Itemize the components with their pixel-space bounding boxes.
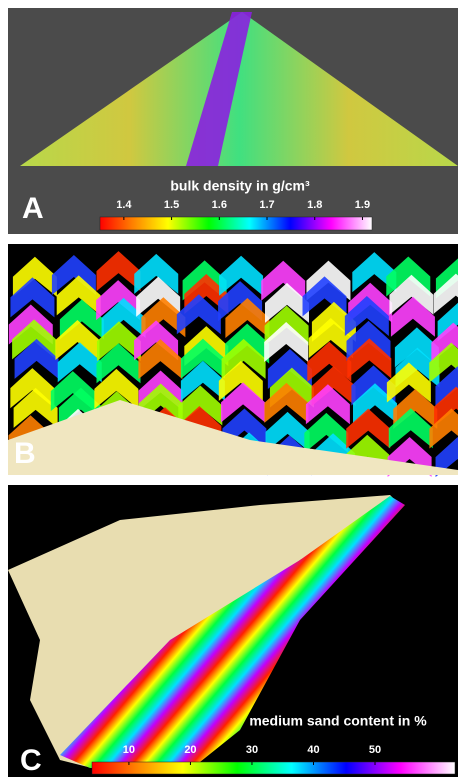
colorbar-tick-label: 1.8	[307, 199, 322, 211]
colorbar-title: medium sand content in %	[249, 713, 427, 729]
colorbar-tick-label: 1.6	[212, 199, 227, 211]
colorbar-tick-label: 30	[246, 744, 258, 756]
colorbar-tick-label: 1.9	[355, 199, 370, 211]
colorbar	[92, 762, 455, 774]
panel-letter: A	[22, 192, 44, 225]
colorbar	[100, 217, 372, 230]
panel-letter: C	[20, 744, 42, 777]
colorbar-tick-label: 10	[123, 744, 135, 756]
colorbar-tick-label: 40	[307, 744, 319, 756]
figure: Abulk density in g/cm³ 1.4 1.5 1.6 1.7 1.8 1.9…	[0, 0, 458, 777]
colorbar-tick-label: 50	[369, 744, 381, 756]
colorbar-tick-label: 1.7	[259, 199, 274, 211]
panel-letter: B	[14, 437, 36, 470]
colorbar-tick-label: 1.4	[116, 199, 132, 211]
colorbar-title: bulk density in g/cm³	[170, 178, 310, 194]
colorbar-tick-label: 1.5	[164, 199, 179, 211]
colorbar-tick-label: 20	[184, 744, 196, 756]
